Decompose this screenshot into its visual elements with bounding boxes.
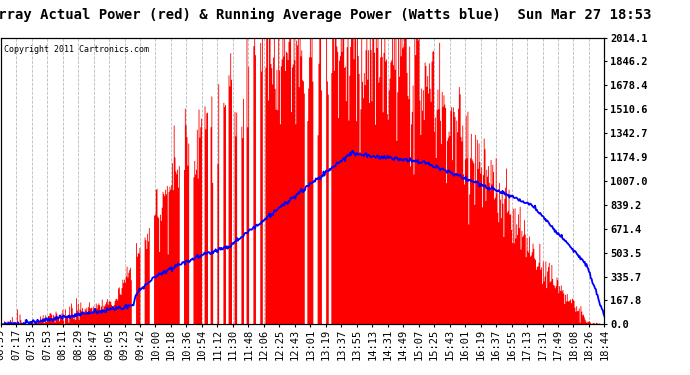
Text: West Array Actual Power (red) & Running Average Power (Watts blue)  Sun Mar 27 1: West Array Actual Power (red) & Running … xyxy=(0,8,652,22)
Text: Copyright 2011 Cartronics.com: Copyright 2011 Cartronics.com xyxy=(3,45,149,54)
